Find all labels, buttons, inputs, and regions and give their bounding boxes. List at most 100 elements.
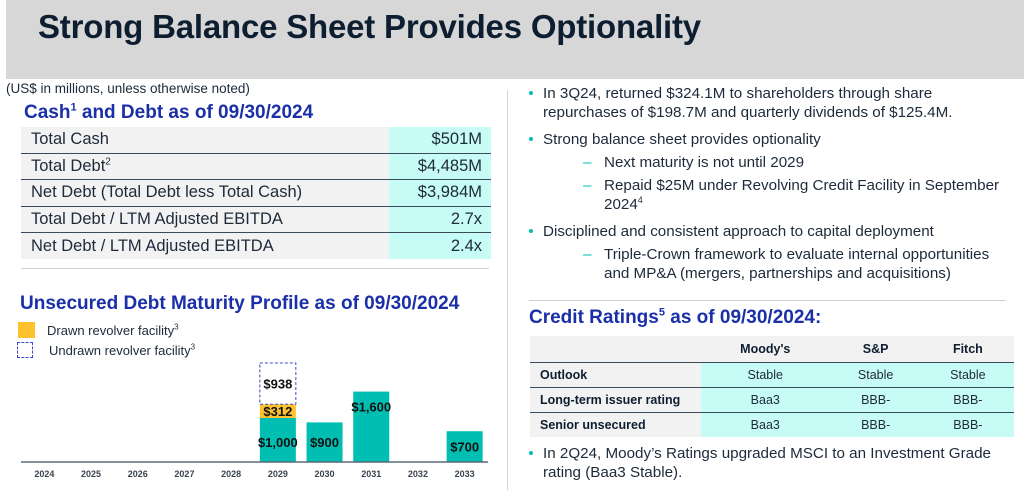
units-note: (US$ in millions, unless otherwise noted… [6, 81, 250, 96]
footnote-ref: 5 [658, 306, 665, 319]
sub-bullet: – Next maturity is not until 2029 [543, 153, 1017, 172]
bar-value-label: $900 [310, 435, 339, 450]
page-title: Strong Balance Sheet Provides Optionalit… [38, 8, 701, 45]
bar-value-label: $312 [263, 404, 292, 419]
rating-cell: BBB- [829, 387, 922, 413]
table-row: Total Debt / LTM Adjusted EBITDA 2.7x [21, 206, 491, 234]
sub-bullet-text: Next maturity is not until 2029 [604, 154, 805, 171]
row-value: $4,485M [389, 153, 491, 181]
rating-cell: Stable [829, 362, 922, 388]
cash-debt-title-rest: and Debt as of 09/30/2024 [76, 102, 314, 123]
row-value: 2.7x [389, 206, 491, 234]
rating-cell: BBB- [921, 412, 1014, 437]
dash-icon: – [583, 154, 592, 171]
legend-swatch-drawn [18, 322, 35, 338]
table-header-row: Moody's S&P Fitch [530, 336, 1014, 363]
final-bullet: In 2Q24, Moody’s Ratings upgraded MSCI t… [527, 444, 1017, 490]
x-tick-label: 2028 [221, 469, 241, 479]
row-label: Total Debt / LTM Adjusted EBITDA [21, 206, 389, 234]
bar-undrawn-revolver-facility [259, 362, 297, 405]
bullet-dot-icon [529, 451, 533, 455]
legend-label-undrawn: Undrawn revolver facility3 [49, 342, 196, 358]
x-tick-label: 2029 [268, 469, 288, 479]
bar-notes [306, 422, 343, 462]
sub-bullet: – Repaid $25M under Revolving Credit Fac… [543, 176, 1017, 214]
row-label: Outlook [530, 362, 701, 388]
bullet-item: In 3Q24, returned $324.1M to shareholder… [527, 84, 1017, 122]
bullet-text: In 3Q24, returned $324.1M to shareholder… [543, 85, 953, 121]
footnote-ref: 2 [105, 156, 111, 168]
bullet-dot-icon [529, 91, 533, 95]
column-divider [507, 90, 508, 490]
rating-cell: Baa3 [701, 412, 830, 437]
cash-debt-table: Total Cash $501M Total Debt2 $4,485M Net… [21, 127, 491, 259]
divider [21, 268, 489, 269]
dash-icon: – [583, 246, 592, 263]
footnote-ref: 1 [70, 101, 77, 114]
row-label: Senior unsecured [530, 412, 701, 437]
table-row: Total Debt2 $4,485M [21, 153, 491, 181]
legend-swatch-undrawn [17, 342, 33, 358]
x-tick-label: 2026 [128, 469, 148, 479]
bar-value-label: $938 [263, 377, 292, 392]
bar-value-label: $1,000 [258, 435, 298, 450]
x-tick-label: 2030 [315, 469, 335, 479]
x-tick-label: 2024 [34, 469, 54, 479]
rating-cell: Baa3 [701, 387, 830, 413]
table-row: Net Debt (Total Debt less Total Cash) $3… [21, 179, 491, 207]
row-value: $3,984M [389, 179, 491, 207]
x-tick-label: 2031 [361, 469, 381, 479]
rating-cell: Stable [921, 362, 1014, 388]
row-label: Long-term issuer rating [530, 387, 701, 413]
bar-labels-group: $1,000 $312 $938 $900 $1,600 $700 [258, 377, 479, 455]
sub-bullet-text: Repaid $25M under Revolving Credit Facil… [604, 177, 1000, 213]
row-value: 2.4x [389, 232, 491, 259]
x-tick-label: 2032 [408, 469, 428, 479]
bullet-dot-icon [529, 137, 533, 141]
maturity-title: Unsecured Debt Maturity Profile as of 09… [20, 293, 460, 314]
key-points: In 3Q24, returned $324.1M to shareholder… [527, 84, 1017, 291]
rating-cell: Stable [701, 362, 830, 388]
bullet-dot-icon [529, 229, 533, 233]
table-row: Total Cash $501M [21, 127, 491, 154]
row-value: $501M [389, 127, 491, 154]
divider [529, 300, 1006, 301]
table-row: Net Debt / LTM Adjusted EBITDA 2.4x [21, 232, 491, 259]
sub-bullet-text: Triple-Crown framework to evaluate inter… [604, 246, 990, 282]
bar-notes [259, 418, 296, 462]
x-tick-label: 2033 [455, 469, 475, 479]
bar-value-label: $1,600 [351, 400, 391, 415]
row-label: Total Cash [21, 127, 389, 154]
bullet-item: Strong balance sheet provides optionalit… [527, 130, 1017, 214]
rating-cell: BBB- [829, 412, 922, 437]
bar-notes [446, 431, 483, 462]
column-header: Fitch [921, 336, 1014, 363]
cash-debt-title: Cash1 and Debt as of 09/30/2024 [24, 102, 313, 124]
table-row: Senior unsecured Baa3 BBB- BBB- [530, 412, 1014, 437]
row-label: Net Debt (Total Debt less Total Cash) [21, 179, 389, 207]
legend-label-drawn: Drawn revolver facility3 [47, 322, 179, 338]
rating-cell: BBB- [921, 387, 1014, 413]
bullet-item: In 2Q24, Moody’s Ratings upgraded MSCI t… [527, 444, 1017, 482]
dash-icon: – [583, 177, 592, 194]
column-header: Moody's [701, 336, 830, 363]
x-tick-label: 2025 [81, 469, 101, 479]
sub-bullet: – Triple-Crown framework to evaluate int… [543, 245, 1017, 283]
bar-drawn-revolver-facility [259, 404, 296, 418]
column-header: S&P [829, 336, 922, 363]
footnote-ref: 4 [637, 194, 643, 205]
credit-ratings-title: Credit Ratings5 as of 09/30/2024: [529, 306, 822, 328]
table-row: Outlook Stable Stable Stable [530, 362, 1014, 388]
row-label: Total Debt2 [21, 153, 389, 181]
credit-ratings-table: Moody's S&P Fitch Outlook Stable Stable … [530, 336, 1014, 437]
bullet-text: In 2Q24, Moody’s Ratings upgraded MSCI t… [543, 445, 991, 481]
bar-value-label: $700 [450, 440, 479, 455]
cash-debt-title-text: Cash [24, 102, 71, 123]
x-tick-labels-group: 2024 2025 2026 2027 2028 2029 2030 2031 2032 2033 [34, 469, 474, 479]
x-tick-label: 2027 [174, 469, 194, 479]
title-bar: Strong Balance Sheet Provides Optionalit… [6, 0, 1024, 79]
bars-group [259, 362, 483, 462]
row-label: Net Debt / LTM Adjusted EBITDA [21, 232, 389, 259]
table-row: Long-term issuer rating Baa3 BBB- BBB- [530, 387, 1014, 413]
column-header [530, 336, 701, 363]
